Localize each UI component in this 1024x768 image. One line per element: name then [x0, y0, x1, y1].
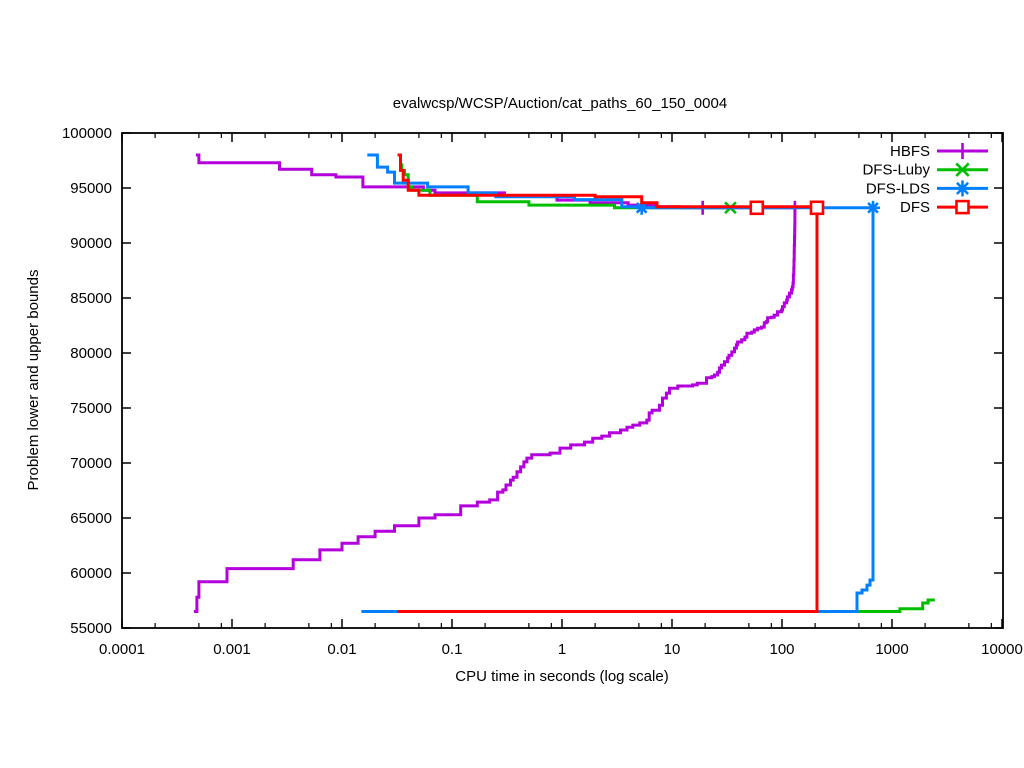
x-tick-label: 0.001 [213, 641, 251, 658]
legend-marker-DFS-LDS [955, 181, 970, 195]
y-tick-label: 60000 [70, 565, 112, 582]
series-DFS-marker [749, 200, 765, 216]
x-tick-label: 0.01 [327, 641, 356, 658]
legend-marker-DFS-Luby [955, 162, 970, 177]
y-tick-label: 85000 [70, 290, 112, 307]
plot-area: 0.0001 0.001 0.01 0.1 1 10 100 1000 10000 55000 60… [62, 125, 1023, 658]
x-tick-label: 10000 [981, 641, 1023, 658]
series-DFS-LDS-marker [635, 201, 648, 214]
legend-label-HBFS: HBFS [890, 143, 930, 160]
series-HBFS-lower-bound-line [193, 207, 797, 613]
y-axis-label: Problem lower and upper bounds [25, 270, 42, 491]
y-tick-label: 55000 [70, 620, 112, 637]
x-tick-label: 100 [769, 641, 794, 658]
series-DFS-LDS-lower-bound-line [361, 207, 875, 613]
series-DFS-Luby-lower-bound-line [397, 598, 935, 613]
y-tick-label: 80000 [70, 345, 112, 362]
x-axis-label: CPU time in seconds (log scale) [455, 668, 668, 685]
series-DFS-LDS-upper-bound-line [367, 153, 873, 210]
y-tick-label: 65000 [70, 510, 112, 527]
series-HBFS-upper-bound-line [195, 153, 795, 210]
legend-label-DFS-Luby: DFS-Luby [862, 162, 930, 179]
x-tick-label: 0.0001 [99, 641, 145, 658]
series-DFS-upper-bound-line [397, 153, 819, 209]
y-tick-label: 90000 [70, 235, 112, 252]
y-tick-label: 70000 [70, 455, 112, 472]
legend-label-DFS-LDS: DFS-LDS [866, 180, 930, 197]
y-tick-label: 75000 [70, 400, 112, 417]
x-tick-label: 1 [558, 641, 566, 658]
chart-title: evalwcsp/WCSP/Auction/cat_paths_60_150_0… [393, 95, 727, 112]
series-DFS-marker [809, 200, 825, 216]
y-tick-label: 95000 [70, 180, 112, 197]
x-tick-label: 0.1 [442, 641, 463, 658]
series-DFS-LDS-marker [867, 201, 879, 214]
series-DFS-lower-bound-line [397, 207, 819, 613]
legend-label-DFS: DFS [900, 199, 930, 216]
legend-marker-DFS [955, 199, 970, 215]
y-tick-label: 100000 [62, 125, 112, 142]
x-tick-label: 10 [664, 641, 681, 658]
x-tick-label: 1000 [875, 641, 908, 658]
